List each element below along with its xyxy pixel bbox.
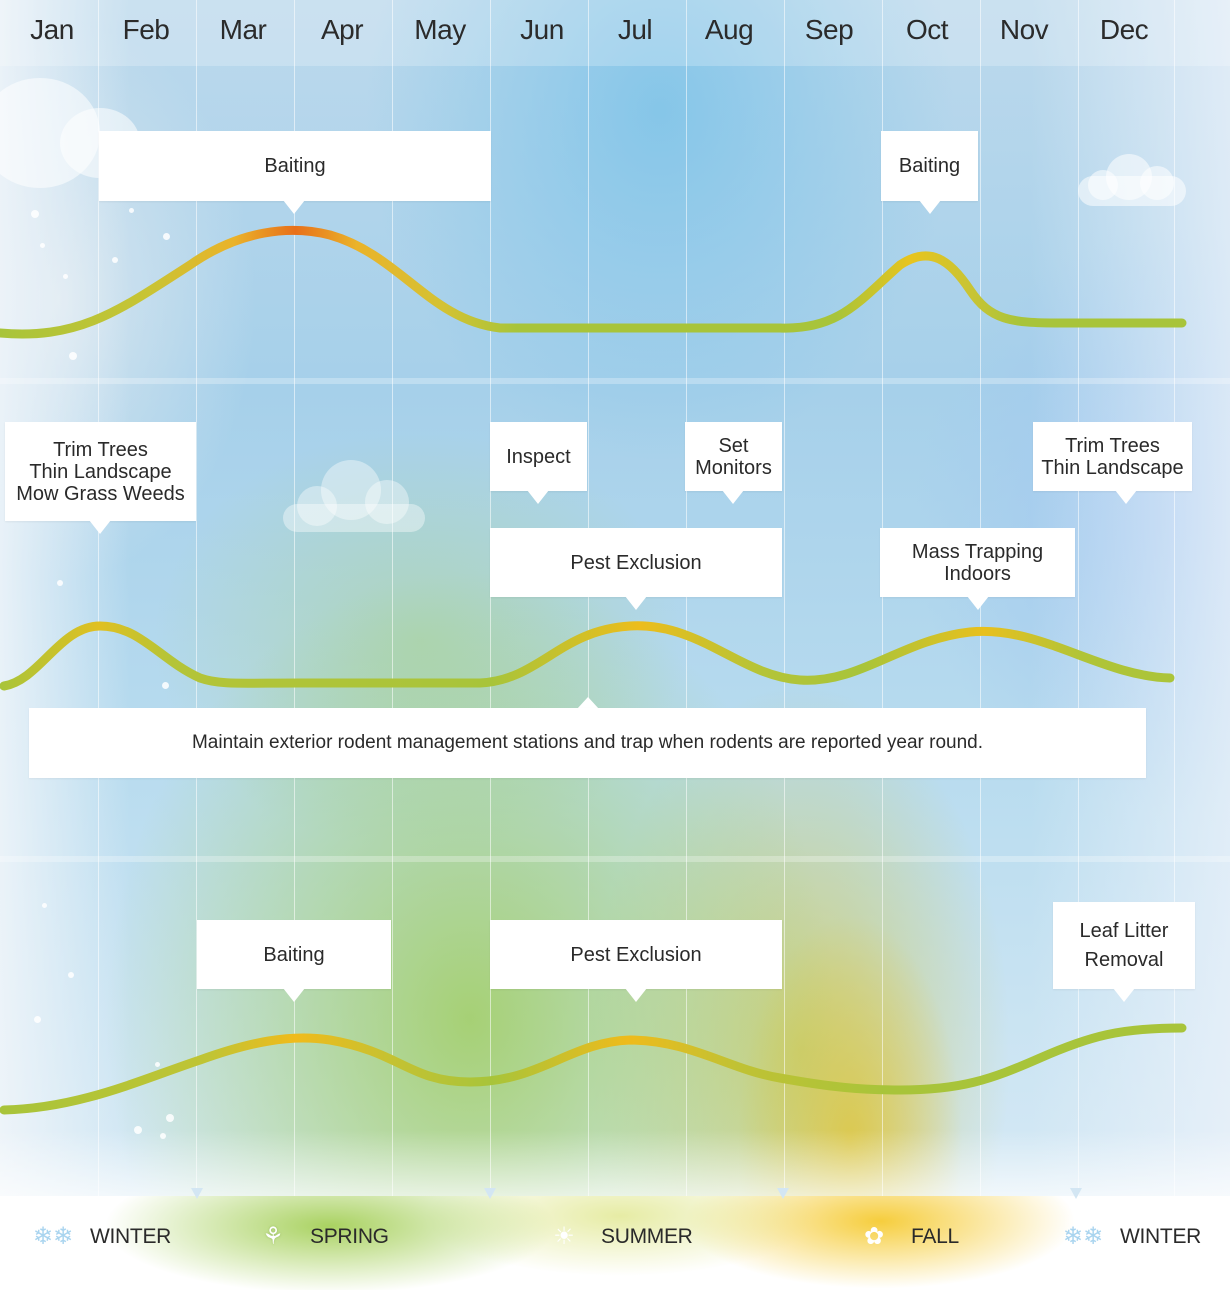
callout-pointer: [919, 200, 941, 214]
month-gridline: [196, 0, 197, 1196]
season-spring: ⚘ SPRING: [250, 1222, 389, 1252]
season-winter: ❄❄ WINTER: [30, 1222, 171, 1252]
month-header-band: [0, 0, 1230, 66]
inspect-callout: Inspect: [490, 422, 587, 491]
season-summer: ☀ SUMMER: [541, 1222, 693, 1252]
season-winter: ❄❄ WINTER: [1060, 1222, 1201, 1252]
month-label: Sep: [804, 14, 854, 45]
baiting-callout: Baiting: [99, 131, 491, 201]
month-label: Feb: [122, 14, 170, 45]
row-divider: [0, 378, 1230, 384]
callout-pointer: [283, 200, 305, 214]
pest-exclusion-callout: Pest Exclusion: [490, 528, 782, 597]
maple-leaf-icon: ✿: [863, 1223, 885, 1250]
callout-pointer: [1115, 490, 1137, 504]
snow-dot: [134, 1126, 142, 1134]
month-label: Aug: [704, 14, 754, 45]
callout-pointer: [527, 490, 549, 504]
month-label: Jan: [30, 14, 74, 45]
sprout-icon: ⚘: [262, 1223, 284, 1250]
snow-dot: [160, 1133, 166, 1139]
callout-pointer: [625, 988, 647, 1002]
callout-pointer: [283, 988, 305, 1002]
mass-trapping-callout: Mass Trapping Indoors: [880, 528, 1075, 597]
row1-activity-curve: [0, 225, 1187, 339]
month-label: Nov: [999, 14, 1049, 45]
snow-dot: [69, 352, 77, 360]
season-divider-tick: [1070, 1188, 1082, 1199]
set-monitors-callout: Set Monitors: [685, 422, 782, 491]
month-gridline: [882, 0, 883, 1196]
callout-pointer: [89, 520, 111, 534]
month-label: May: [414, 14, 466, 45]
month-gridline: [588, 0, 589, 1196]
snowflake-icon: ❄❄: [32, 1223, 74, 1250]
month-gridline: [1174, 0, 1175, 1196]
cloud-icon: [1078, 152, 1188, 208]
season-bar-background: [0, 1196, 1230, 1290]
season-divider-tick: [777, 1188, 789, 1199]
snowflake-icon: ❄❄: [1062, 1223, 1104, 1250]
month-gridline: [294, 0, 295, 1196]
baiting-callout: Baiting: [881, 131, 978, 201]
snow-dot: [40, 243, 45, 248]
month-gridline: [784, 0, 785, 1196]
baiting-callout: Baiting: [197, 920, 391, 989]
month-gridline: [392, 0, 393, 1196]
month-gridline: [1078, 0, 1079, 1196]
month-label: Dec: [1099, 14, 1149, 45]
snow-dot: [42, 903, 47, 908]
snow-dot: [163, 233, 170, 240]
month-label: Jun: [520, 14, 564, 45]
snow-dot: [68, 972, 74, 978]
trim-trees-callout: Trim Trees Thin Landscape Mow Grass Weed…: [5, 422, 196, 521]
season-divider-tick: [484, 1188, 496, 1199]
month-gridline: [98, 0, 99, 1196]
month-gridline: [490, 0, 491, 1196]
snow-dot: [129, 208, 134, 213]
snow-dot: [31, 210, 39, 218]
trim-trees-callout: Trim Trees Thin Landscape: [1033, 422, 1192, 491]
snow-dot: [155, 1062, 160, 1067]
season-label: WINTER: [1120, 1225, 1202, 1248]
leaf-litter-callout: Leaf Litter Removal: [1053, 902, 1195, 989]
snow-dot: [34, 1016, 41, 1023]
row3-activity-curve: [0, 1023, 1187, 1115]
row-divider: [0, 856, 1230, 862]
callout-pointer: [625, 596, 647, 610]
callout-pointer: [722, 490, 744, 504]
month-gridline: [686, 0, 687, 1196]
cloud-icon: [283, 460, 425, 532]
row2-activity-curve: [0, 621, 1175, 691]
season-label: SUMMER: [601, 1225, 693, 1248]
month-label: Apr: [320, 14, 364, 45]
callout-pointer: [967, 596, 989, 610]
pest-exclusion-callout: Pest Exclusion: [490, 920, 782, 989]
snow-dot: [112, 257, 118, 263]
season-bar: ❄❄ WINTER ⚘ SPRING ☀ SUMMER ✿ FALL ❄❄ WI…: [0, 1188, 1230, 1290]
snow-dot: [166, 1114, 174, 1122]
season-fall: ✿ FALL: [851, 1222, 959, 1252]
callout-pointer: [1113, 988, 1135, 1002]
season-label: SPRING: [310, 1225, 389, 1248]
callout-pointer: [577, 697, 599, 709]
sun-icon: ☀: [553, 1223, 575, 1250]
year-round-banner: Maintain exterior rodent management stat…: [29, 708, 1146, 778]
season-label: WINTER: [90, 1225, 172, 1248]
month-label: Jul: [617, 14, 653, 45]
month-label: Mar: [219, 14, 267, 45]
snow-dot: [63, 274, 68, 279]
season-divider-tick: [191, 1188, 203, 1199]
month-label: Oct: [905, 14, 949, 45]
season-label: FALL: [911, 1225, 959, 1248]
snow-dot: [162, 682, 169, 689]
snow-dot: [57, 580, 63, 586]
